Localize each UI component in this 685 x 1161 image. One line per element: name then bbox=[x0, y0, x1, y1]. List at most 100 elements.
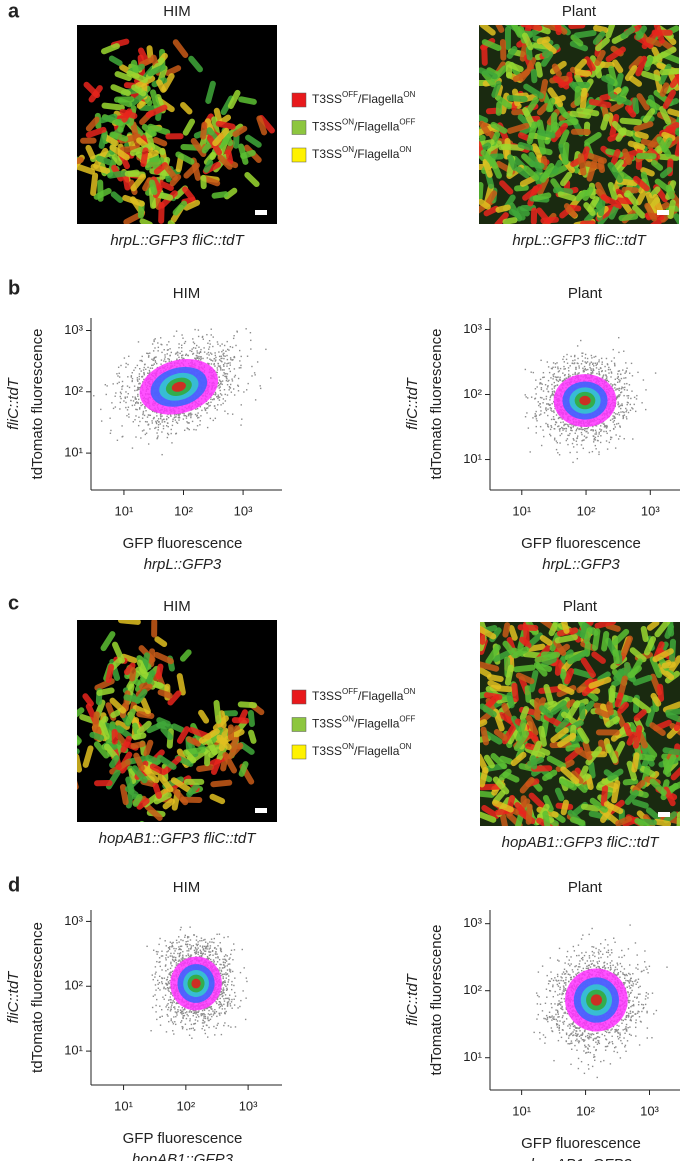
event-dot bbox=[613, 417, 615, 420]
event-dot bbox=[221, 1008, 224, 1010]
event-dot bbox=[106, 385, 108, 387]
event-dot bbox=[574, 373, 576, 375]
event-dot bbox=[227, 362, 230, 364]
event-dot bbox=[633, 403, 635, 406]
event-dot bbox=[181, 350, 183, 353]
event-dot bbox=[567, 443, 569, 446]
event-dot bbox=[562, 427, 564, 430]
event-dot bbox=[221, 992, 224, 995]
bacterium bbox=[203, 151, 216, 166]
event-dot bbox=[583, 435, 586, 437]
bacterium bbox=[96, 155, 113, 166]
event-dot bbox=[570, 355, 572, 358]
event-dot bbox=[549, 403, 551, 406]
event-dot bbox=[119, 408, 121, 410]
legend-text: /Flagella bbox=[354, 120, 400, 134]
event-dot bbox=[202, 357, 204, 360]
bacterium bbox=[584, 131, 602, 146]
event-dot bbox=[174, 414, 176, 416]
event-dot bbox=[554, 376, 557, 378]
event-dot bbox=[168, 360, 170, 362]
event-dot bbox=[574, 371, 576, 374]
bacterium bbox=[658, 667, 675, 681]
event-dot bbox=[233, 368, 236, 370]
event-dot bbox=[548, 404, 550, 406]
bacterium bbox=[657, 153, 679, 161]
event-dot bbox=[165, 954, 168, 956]
event-dot bbox=[570, 427, 572, 430]
event-dot bbox=[546, 403, 548, 405]
event-dot bbox=[605, 427, 608, 429]
panel-label: d bbox=[8, 874, 20, 896]
event-dot bbox=[599, 367, 602, 369]
event-dot bbox=[191, 420, 194, 423]
bacterium bbox=[649, 778, 667, 796]
bacterium bbox=[198, 728, 220, 744]
bacterium bbox=[662, 89, 676, 110]
event-dot bbox=[203, 1012, 205, 1015]
event-dot bbox=[549, 395, 552, 397]
bacterium bbox=[165, 133, 184, 140]
event-dot bbox=[556, 362, 558, 364]
bacterium bbox=[513, 664, 536, 673]
event-dot bbox=[188, 428, 190, 431]
density-level bbox=[579, 395, 591, 406]
bacterium bbox=[119, 784, 129, 806]
bacterium bbox=[554, 634, 578, 644]
event-dot bbox=[568, 370, 570, 372]
event-dot bbox=[229, 345, 232, 348]
event-dot bbox=[193, 342, 196, 345]
bacterium bbox=[148, 648, 156, 668]
event-dot bbox=[208, 363, 210, 365]
event-dot bbox=[622, 369, 624, 371]
event-dot bbox=[231, 980, 233, 983]
event-dot bbox=[620, 411, 622, 413]
bacterium bbox=[597, 199, 606, 217]
event-dot bbox=[530, 371, 532, 373]
bacterium bbox=[504, 26, 512, 50]
event-dot bbox=[553, 385, 556, 387]
event-dot bbox=[583, 439, 585, 441]
bacterium bbox=[98, 719, 110, 740]
event-dot bbox=[132, 421, 134, 423]
bacterium bbox=[663, 811, 678, 824]
event-dot bbox=[202, 338, 205, 340]
event-dot bbox=[161, 415, 163, 417]
event-dot bbox=[631, 375, 634, 377]
event-dot bbox=[217, 343, 219, 345]
event-dot bbox=[620, 407, 622, 410]
event-dot bbox=[215, 963, 217, 966]
event-dot bbox=[576, 437, 578, 440]
y-tick-label: 10³ bbox=[64, 322, 83, 337]
event-dot bbox=[599, 425, 602, 427]
bacterium bbox=[77, 707, 85, 722]
event-dot bbox=[233, 335, 235, 337]
event-dot bbox=[605, 374, 607, 376]
event-dot bbox=[233, 355, 236, 358]
event-dot bbox=[585, 362, 588, 364]
event-dot bbox=[626, 389, 628, 391]
event-dot bbox=[160, 359, 163, 361]
event-dot bbox=[184, 354, 187, 357]
bacterium bbox=[147, 64, 166, 77]
event-dot bbox=[598, 431, 600, 434]
event-dot bbox=[208, 1006, 211, 1008]
bacterium bbox=[157, 65, 168, 83]
event-dot bbox=[222, 977, 224, 980]
event-dot bbox=[535, 379, 537, 381]
event-dot bbox=[618, 336, 620, 339]
event-dot bbox=[614, 426, 617, 428]
event-dot bbox=[576, 443, 578, 446]
micrograph bbox=[480, 622, 680, 826]
event-dot bbox=[146, 416, 149, 418]
event-dot bbox=[219, 994, 221, 996]
legend-text: T3SS bbox=[312, 120, 342, 134]
event-dot bbox=[591, 450, 594, 453]
bacterium bbox=[670, 766, 680, 781]
event-dot bbox=[539, 403, 541, 405]
bacterium bbox=[176, 726, 190, 744]
event-dot bbox=[610, 436, 613, 439]
legend-text: T3SS bbox=[312, 689, 342, 703]
event-dot bbox=[175, 352, 177, 354]
event-dot bbox=[602, 375, 604, 377]
